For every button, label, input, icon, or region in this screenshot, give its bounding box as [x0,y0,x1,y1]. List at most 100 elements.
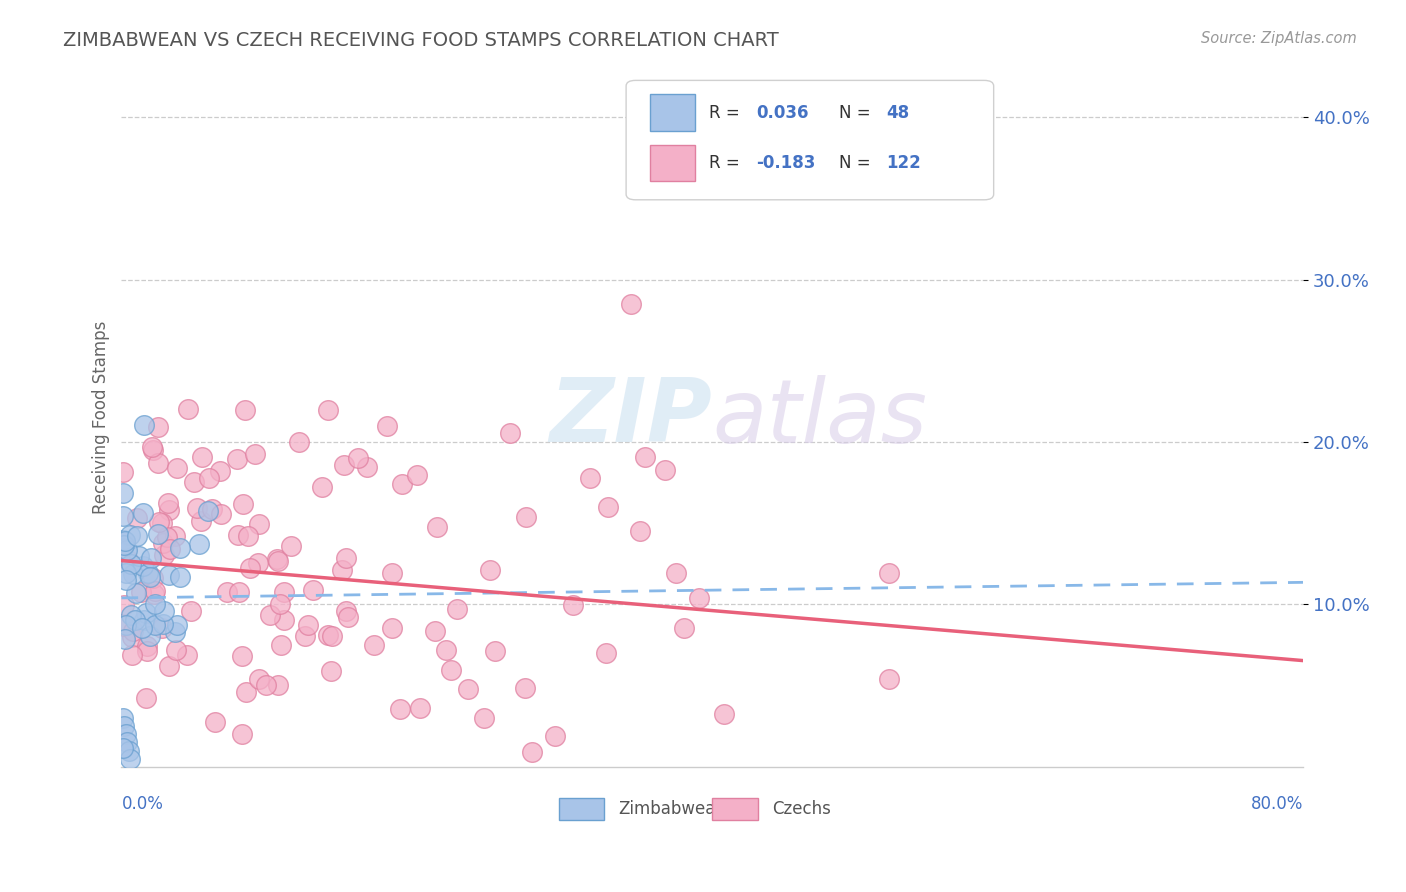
Y-axis label: Receiving Food Stamps: Receiving Food Stamps [93,321,110,515]
Point [112,719,135,733]
Point [176,648,198,662]
Point [138,629,160,643]
Point [596,500,619,514]
Point [654,463,676,477]
Point [150,621,173,635]
Point [688,591,710,605]
Point [131,585,153,599]
Point [280,539,302,553]
Point [136,639,159,653]
Point [165,529,187,543]
Point [231,649,253,664]
Text: ZIMBABWEAN VS CZECH RECEIVING FOOD STAMPS CORRELATION CHART: ZIMBABWEAN VS CZECH RECEIVING FOOD STAMP… [63,31,779,50]
Point [142,571,165,585]
Point [273,585,295,599]
Point [120,557,142,571]
Point [269,597,291,611]
Point [515,510,537,524]
Point [177,402,200,417]
Point [377,418,399,433]
Point [877,672,900,686]
Text: ZIP: ZIP [550,374,713,461]
Point [513,681,536,695]
Point [634,159,657,173]
Point [138,566,160,580]
Point [267,554,290,568]
Point [238,529,260,543]
Point [239,561,262,575]
Point [143,618,166,632]
Point [266,552,288,566]
Point [124,614,146,628]
FancyBboxPatch shape [650,95,695,130]
Point [247,556,270,570]
Text: Source: ZipAtlas.com: Source: ZipAtlas.com [1201,31,1357,46]
Point [191,450,214,464]
Text: atlas: atlas [713,375,927,460]
FancyBboxPatch shape [713,797,758,820]
Point [335,550,357,565]
Text: -0.183: -0.183 [756,153,815,172]
Point [190,514,212,528]
Point [665,566,688,581]
Point [156,530,179,544]
Point [522,745,544,759]
Point [270,638,292,652]
Point [446,601,468,615]
Point [115,574,138,588]
Point [380,566,402,581]
Point [316,402,339,417]
Point [217,585,239,599]
Point [122,567,145,582]
Point [321,665,343,679]
Point [204,714,226,729]
Text: 122: 122 [886,153,921,172]
Point [183,475,205,489]
Point [121,648,143,662]
Point [165,643,187,657]
Point [120,752,142,766]
Point [336,610,359,624]
Point [672,621,695,635]
Text: Zimbabweans: Zimbabweans [619,800,735,818]
Point [877,566,900,580]
Point [356,459,378,474]
Point [259,607,281,622]
Point [132,559,155,574]
Point [120,527,142,541]
Point [231,727,253,741]
Point [544,729,567,743]
Point [187,537,209,551]
Point [302,582,325,597]
Point [381,621,404,635]
Point [228,528,250,542]
Point [150,516,173,530]
FancyBboxPatch shape [650,145,695,181]
Point [321,629,343,643]
Point [112,538,135,552]
Point [562,598,585,612]
Point [157,496,180,510]
Point [146,420,169,434]
Point [114,618,136,632]
Point [233,403,256,417]
Point [111,711,134,725]
Text: N =: N = [839,153,876,172]
Point [136,644,159,658]
Point [117,543,139,558]
Point [457,682,479,697]
Point [117,735,139,749]
Point [152,536,174,550]
Point [121,630,143,644]
Point [169,541,191,556]
Text: 80.0%: 80.0% [1251,795,1303,813]
Point [201,501,224,516]
Point [157,502,180,516]
Point [391,476,413,491]
Point [148,456,170,470]
Point [122,624,145,638]
Point [478,563,501,577]
Point [197,504,219,518]
Point [311,480,333,494]
Point [114,566,136,581]
